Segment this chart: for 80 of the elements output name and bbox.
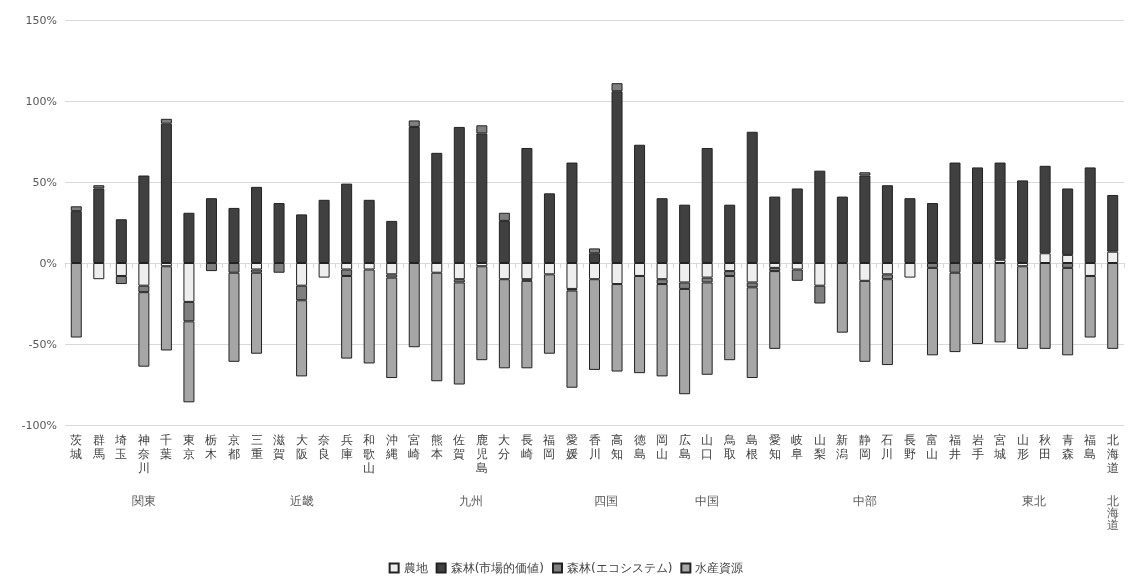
y-tick-label: 0% bbox=[39, 256, 57, 270]
x-tick-label: 愛媛 bbox=[565, 433, 578, 461]
x-tick-label: 三重 bbox=[250, 433, 263, 461]
bar bbox=[521, 280, 533, 369]
text: 中部 bbox=[852, 494, 877, 508]
bar bbox=[1017, 180, 1029, 263]
x-tick-label: 栃木 bbox=[205, 433, 218, 461]
bar bbox=[926, 267, 938, 356]
x-tick-label: 佐賀 bbox=[453, 433, 466, 461]
x-tick-label: 長崎 bbox=[520, 433, 533, 461]
bar bbox=[1062, 267, 1074, 356]
x-tick-label: 群馬 bbox=[91, 433, 105, 461]
x-tick-label: 大分 bbox=[498, 433, 511, 461]
x-tick-label: 千葉 bbox=[160, 433, 173, 461]
bar bbox=[453, 282, 465, 385]
x-tick-label: 山梨 bbox=[813, 433, 826, 461]
x-tick-label: 秋田 bbox=[1039, 433, 1052, 461]
x-tick-label: 静岡 bbox=[858, 433, 871, 461]
x-tick-label: 岩手 bbox=[971, 433, 984, 461]
bar bbox=[251, 272, 263, 354]
x-tick-label: 岐阜 bbox=[791, 433, 804, 461]
x-tick-label: 香川 bbox=[588, 433, 601, 461]
bar bbox=[160, 123, 172, 263]
x-tick-label: 沖縄 bbox=[384, 433, 398, 461]
x-tick-label: 富山 bbox=[926, 433, 939, 461]
x-tick-label: 鹿児島 bbox=[475, 433, 488, 475]
bar bbox=[160, 266, 172, 351]
x-tick-label: 茨城 bbox=[69, 433, 83, 461]
x-tick-label: 滋賀 bbox=[273, 433, 286, 461]
x-tick-label: 高知 bbox=[611, 433, 624, 461]
x-tick-label: 福島 bbox=[1084, 433, 1097, 461]
x-tick-label: 京都 bbox=[227, 433, 240, 461]
x-tick-label: 鳥取 bbox=[722, 433, 736, 461]
x-tick-label: 神奈川 bbox=[137, 433, 150, 475]
bar bbox=[994, 162, 1006, 260]
x-tick-label: 石川 bbox=[881, 433, 894, 461]
x-tick-label: 宮城 bbox=[993, 433, 1007, 461]
y-tick-label: 100% bbox=[25, 94, 57, 108]
legend-label: 森林(市場的価値) bbox=[450, 561, 545, 575]
x-tick-label: 島根 bbox=[746, 433, 759, 461]
y-tick-label: 150% bbox=[25, 13, 57, 27]
x-tick-label: 兵庫 bbox=[340, 433, 353, 461]
y-tick-label: -50% bbox=[28, 337, 57, 351]
bar bbox=[994, 263, 1006, 343]
x-tick-label: 広島 bbox=[678, 433, 691, 461]
bar bbox=[1017, 266, 1029, 349]
legend-label: 森林(エコシステム) bbox=[567, 561, 673, 575]
x-tick-label: 埼玉 bbox=[114, 433, 128, 461]
x-tick-label: 奈良 bbox=[318, 433, 331, 461]
text: 関東 bbox=[131, 494, 156, 508]
x-tick-label: 徳島 bbox=[633, 433, 646, 461]
x-tick-label: 北海道 bbox=[1106, 433, 1119, 475]
y-tick-label: -100% bbox=[21, 418, 57, 432]
y-tick-label: 50% bbox=[32, 175, 57, 189]
x-tick-label: 熊本 bbox=[430, 433, 443, 461]
x-tick-label: 山口 bbox=[701, 433, 714, 461]
x-tick-label: 和歌山 bbox=[363, 433, 376, 475]
x-tick-label: 福岡 bbox=[543, 433, 556, 461]
bar bbox=[476, 266, 488, 361]
x-tick-label: 新潟 bbox=[836, 433, 849, 461]
x-tick-label: 山形 bbox=[1016, 433, 1029, 461]
text: 東北 bbox=[1021, 494, 1046, 508]
x-tick-label: 宮崎 bbox=[408, 433, 421, 461]
bar bbox=[386, 277, 398, 379]
x-tick-label: 長野 bbox=[903, 433, 916, 461]
text: 中国 bbox=[695, 494, 720, 508]
x-tick-label: 愛知 bbox=[768, 433, 781, 461]
text: 北海道 bbox=[1106, 494, 1119, 532]
x-tick-label: 岡山 bbox=[656, 433, 669, 461]
legend-label: 農地 bbox=[403, 561, 428, 575]
bar bbox=[724, 275, 736, 361]
text: 九州 bbox=[458, 494, 483, 508]
text: 近畿 bbox=[289, 494, 314, 508]
bar bbox=[769, 271, 781, 349]
text: 四国 bbox=[593, 494, 618, 508]
x-tick-label: 福井 bbox=[949, 433, 962, 461]
x-tick-label: 青森 bbox=[1061, 433, 1074, 461]
x-tick-label: 東京 bbox=[182, 433, 195, 461]
x-tick-label: 大阪 bbox=[295, 433, 308, 461]
legend-label: 水産資源 bbox=[695, 561, 744, 575]
